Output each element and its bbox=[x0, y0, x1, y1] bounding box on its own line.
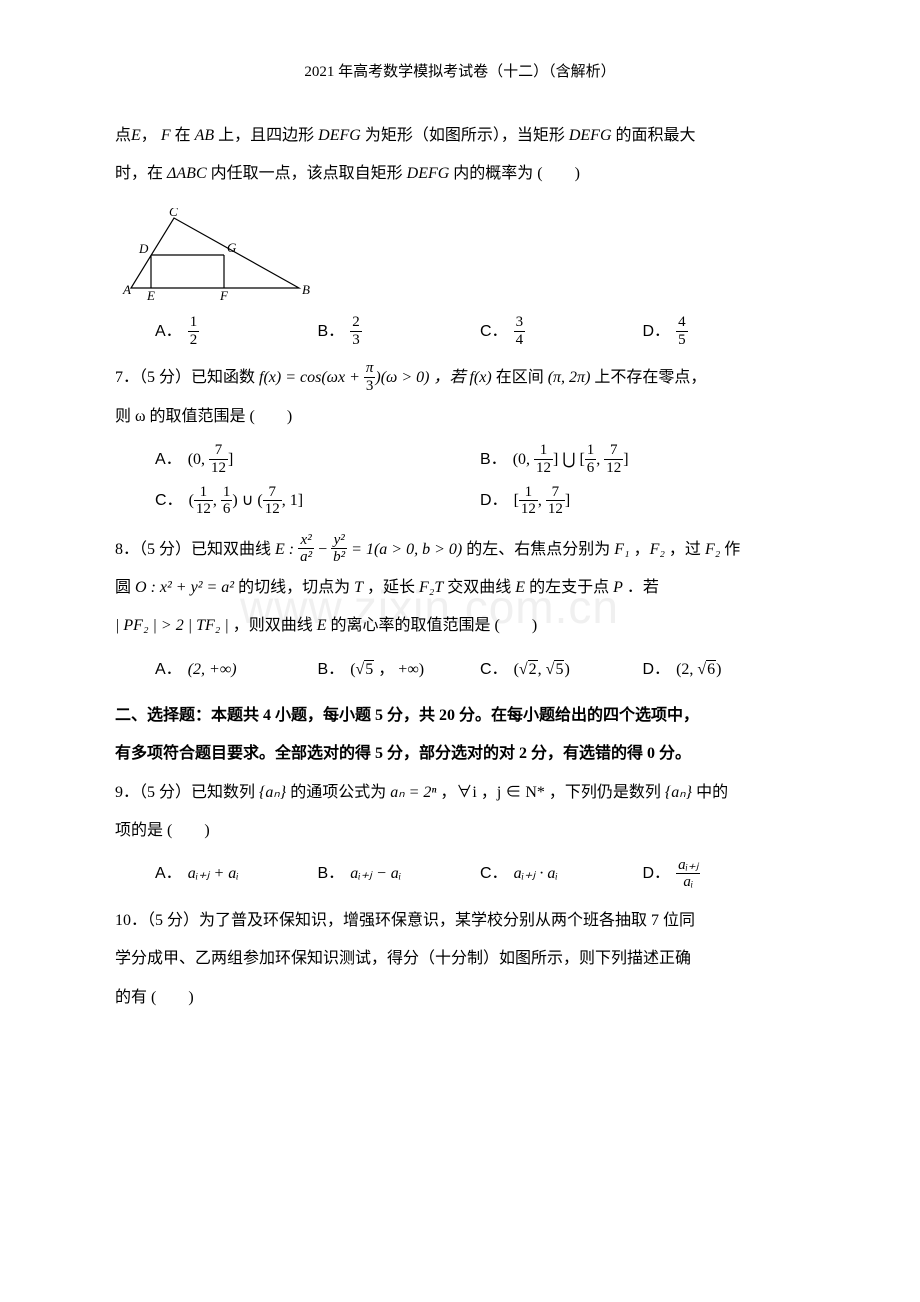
q8-opt-d: D．(2, 6) bbox=[643, 652, 806, 687]
q8-line2: 圆 O : x² + y² = a² 的切线，切点为 T ，延长 F₂T 交双曲… bbox=[115, 569, 805, 607]
q8-text: 8．（5 分）已知双曲线 E : x²a² − y²b² = 1(a > 0, … bbox=[115, 531, 805, 569]
q6-options: A．12 B．23 C．34 D．45 bbox=[155, 314, 805, 349]
page-header: 2021 年高考数学模拟考试卷（十二）（含解析） bbox=[115, 60, 805, 81]
section2-line2: 有多项符合题目要求。全部选对的得 5 分，部分选对的对 2 分，有选错的得 0 … bbox=[115, 735, 805, 773]
svg-text:F: F bbox=[219, 288, 229, 303]
svg-text:C: C bbox=[169, 208, 178, 219]
q6-opt-b: B．23 bbox=[318, 314, 481, 349]
svg-text:B: B bbox=[302, 282, 310, 297]
q8-opt-b: B．(5 ， +∞) bbox=[318, 652, 481, 687]
q7-options: A．(0, 712] B．(0, 112] ⋃ [16, 712] C．(112… bbox=[155, 442, 805, 525]
q8-opt-a: A．(2, +∞) bbox=[155, 652, 318, 687]
svg-text:E: E bbox=[146, 288, 155, 303]
q6-opt-d: D．45 bbox=[643, 314, 806, 349]
svg-text:A: A bbox=[122, 282, 131, 297]
svg-text:D: D bbox=[138, 241, 149, 256]
q6-diagram: A B C D E F G bbox=[119, 208, 805, 308]
q6-opt-a: A．12 bbox=[155, 314, 318, 349]
q9-line2: 项的是 ( ) bbox=[115, 812, 805, 850]
q7-opt-b: B．(0, 112] ⋃ [16, 712] bbox=[480, 442, 805, 477]
q8-opt-c: C．(2, 5) bbox=[480, 652, 643, 687]
q9-opt-c: C．aᵢ₊ⱼ · aᵢ bbox=[480, 856, 643, 891]
section2-line1: 二、选择题：本题共 4 小题，每小题 5 分，共 20 分。在每小题给出的四个选… bbox=[115, 697, 805, 735]
q7-text: 7．（5 分）已知函数 f(x) = cos(ωx + π3)(ω > 0) ，… bbox=[115, 359, 805, 397]
q10-line3: 的有 ( ) bbox=[115, 979, 805, 1017]
svg-text:G: G bbox=[227, 240, 237, 255]
q7-opt-a: A．(0, 712] bbox=[155, 442, 480, 477]
q9-opt-d: D．aᵢ₊ⱼaᵢ bbox=[643, 856, 806, 891]
q9-opt-a: A．aᵢ₊ⱼ + aᵢ bbox=[155, 856, 318, 891]
q6-text: 点E， F 在 AB 上，且四边形 DEFG 为矩形（如图所示），当矩形 DEF… bbox=[115, 117, 805, 155]
q7-opt-d: D．[112, 712] bbox=[480, 483, 805, 518]
q6-text-line2: 时，在 ΔABC 内任取一点，该点取自矩形 DEFG 内的概率为 ( ) bbox=[115, 155, 805, 193]
q7-opt-c: C．(112, 16) ∪ (712, 1] bbox=[155, 483, 480, 518]
q10-line1: 10．（5 分）为了普及环保知识，增强环保意识，某学校分别从两个班各抽取 7 位… bbox=[115, 902, 805, 940]
q9-text: 9．（5 分）已知数列 {aₙ} 的通项公式为 aₙ = 2ⁿ ，∀i ，j ∈… bbox=[115, 774, 805, 812]
q8-options: A．(2, +∞) B．(5 ， +∞) C．(2, 5) D．(2, 6) bbox=[155, 652, 805, 687]
q9-opt-b: B．aᵢ₊ⱼ − aᵢ bbox=[318, 856, 481, 891]
q6-opt-c: C．34 bbox=[480, 314, 643, 349]
q8-line3: | PF₂ | > 2 | TF₂ | ，则双曲线 E 的离心率的取值范围是 (… bbox=[115, 607, 805, 645]
q10-line2: 学分成甲、乙两组参加环保知识测试，得分（十分制）如图所示，则下列描述正确 bbox=[115, 940, 805, 978]
q7-line2: 则 ω 的取值范围是 ( ) bbox=[115, 398, 805, 436]
q9-options: A．aᵢ₊ⱼ + aᵢ B．aᵢ₊ⱼ − aᵢ C．aᵢ₊ⱼ · aᵢ D．aᵢ… bbox=[155, 856, 805, 891]
